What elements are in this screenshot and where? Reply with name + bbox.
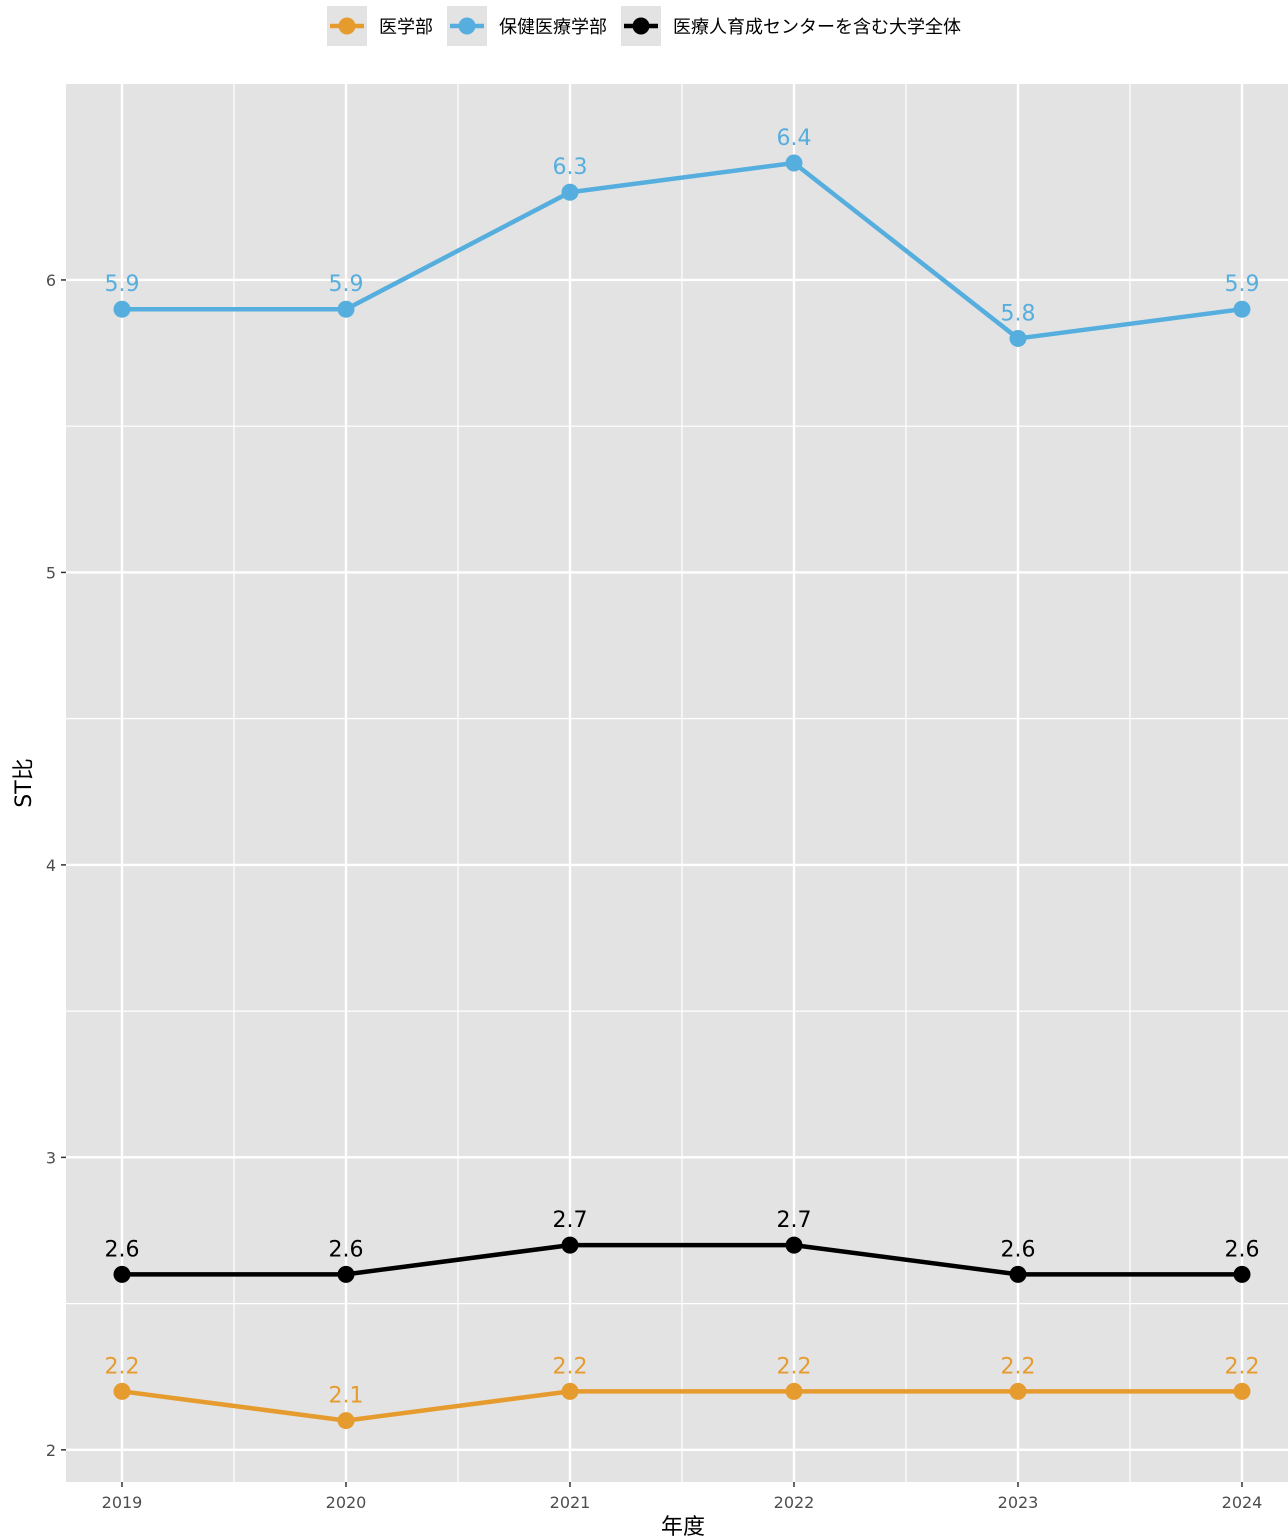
data-point — [1233, 1382, 1251, 1400]
data-label: 6.4 — [777, 126, 812, 151]
series-line — [122, 160, 1243, 341]
legend-key-point — [338, 17, 356, 35]
data-point — [1009, 1265, 1027, 1283]
data-label: 6.3 — [553, 155, 588, 180]
legend-key-point — [632, 17, 650, 35]
data-point — [337, 1412, 355, 1430]
data-label: 2.6 — [1001, 1237, 1036, 1262]
data-point — [1233, 300, 1251, 318]
data-label: 2.6 — [329, 1237, 364, 1262]
legend-label: 保健医療学部 — [499, 17, 607, 38]
data-labels: 2.2 2.1 2.2 2.2 2.2 2.2 5.9 5.9 6.3 6.4 5.8 5.9 2.6 2… — [105, 126, 1260, 1409]
data-point — [561, 1236, 579, 1254]
x-tick-label: 2022 — [774, 1493, 815, 1512]
data-label: 5.9 — [1225, 272, 1260, 297]
data-label: 2.2 — [553, 1354, 588, 1379]
data-label: 2.2 — [105, 1354, 140, 1379]
data-point — [785, 1382, 803, 1400]
data-label: 5.8 — [1001, 301, 1036, 326]
data-label: 2.7 — [553, 1208, 588, 1233]
data-label: 5.9 — [329, 272, 364, 297]
data-point — [785, 1236, 803, 1254]
data-label: 2.2 — [1001, 1354, 1036, 1379]
x-tick-label: 2023 — [998, 1493, 1039, 1512]
y-tick-label: 5 — [46, 563, 56, 582]
data-label: 2.7 — [777, 1208, 812, 1233]
x-tick-label: 2019 — [102, 1493, 143, 1512]
series-0 — [113, 1382, 1251, 1430]
y-axis-title: ST比 — [12, 758, 37, 807]
series-line — [122, 1242, 1242, 1277]
data-label: 2.2 — [777, 1354, 812, 1379]
data-point — [1009, 1382, 1027, 1400]
data-point — [113, 1382, 131, 1400]
data-point — [337, 300, 355, 318]
data-point — [113, 1265, 131, 1283]
data-point — [785, 154, 803, 172]
series-layer — [113, 154, 1251, 1430]
legend-item-2: 医療人育成センターを含む大学全体 — [621, 6, 961, 46]
data-label: 2.2 — [1225, 1354, 1260, 1379]
series-2 — [113, 1236, 1251, 1283]
y-tick-label: 2 — [46, 1441, 56, 1460]
data-point — [561, 183, 579, 201]
y-tick-label: 3 — [46, 1148, 56, 1167]
plot-panel — [66, 84, 1288, 1482]
series-1 — [113, 154, 1251, 347]
x-tick-label: 2021 — [550, 1493, 591, 1512]
x-axis-title: 年度 — [661, 1515, 705, 1540]
minor-gridlines — [66, 84, 1288, 1482]
legend-label: 医学部 — [379, 17, 433, 38]
data-point — [337, 1265, 355, 1283]
legend: 医学部 保健医療学部 医療人育成センターを含む大学全体 — [327, 6, 961, 46]
legend-key-point — [458, 17, 476, 35]
x-axis: 2019 2020 2021 2022 2023 2024 — [102, 1482, 1263, 1512]
data-point — [113, 300, 131, 318]
x-tick-label: 2020 — [326, 1493, 367, 1512]
data-label: 5.9 — [105, 272, 140, 297]
data-label: 2.1 — [329, 1384, 364, 1409]
data-label: 2.6 — [105, 1237, 140, 1262]
y-tick-label: 4 — [46, 856, 56, 875]
y-axis: 2 3 4 5 6 — [46, 271, 66, 1460]
y-tick-label: 6 — [46, 271, 56, 290]
data-point — [1233, 1265, 1251, 1283]
legend-item-1: 保健医療学部 — [447, 6, 607, 46]
legend-item-0: 医学部 — [327, 6, 433, 46]
data-label: 2.6 — [1225, 1237, 1260, 1262]
series-line — [121, 1389, 1242, 1423]
data-point — [561, 1382, 579, 1400]
x-tick-label: 2024 — [1222, 1493, 1263, 1512]
legend-label: 医療人育成センターを含む大学全体 — [673, 17, 961, 38]
data-point — [1009, 329, 1027, 347]
